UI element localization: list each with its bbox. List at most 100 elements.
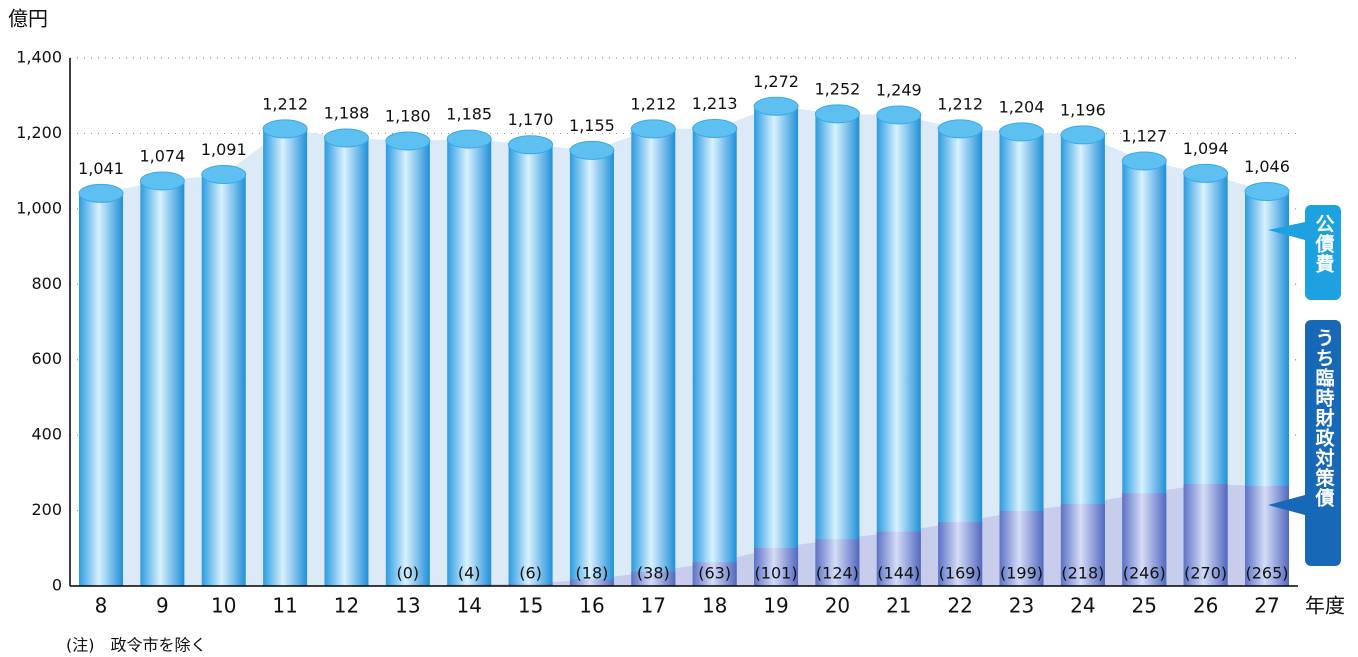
bar-top: [753, 96, 799, 116]
bar: [201, 174, 246, 586]
value-label: 1,180: [385, 106, 431, 125]
x-tick-label: 11: [272, 594, 297, 618]
sub-bar: [938, 522, 983, 586]
x-tick-label: 19: [763, 594, 788, 618]
bar: [999, 131, 1044, 587]
bar-top: [569, 140, 615, 160]
sub-value-label: (144): [877, 564, 920, 583]
value-label: 1,212: [630, 94, 676, 113]
value-label: 1,046: [1244, 157, 1290, 176]
sub-value-label: (38): [637, 564, 670, 583]
x-tick-label: 8: [95, 594, 108, 618]
bar: [938, 128, 983, 586]
value-label: 1,212: [262, 94, 308, 113]
bar-top: [323, 128, 369, 148]
bar: [324, 137, 369, 586]
sub-bar: [1183, 484, 1228, 586]
x-tick-label: 13: [395, 594, 420, 618]
plot: 0 200 400 600 800 1,000 1,200 1,400 1,041 8 1,074 9…: [16, 48, 1298, 618]
y-tick-label: 1,000: [16, 198, 62, 217]
value-label: 1,188: [324, 103, 370, 122]
sub-bar: [815, 539, 860, 586]
x-tick-label: 22: [947, 594, 972, 618]
x-tick-label: 14: [456, 594, 481, 618]
bar: [263, 128, 308, 586]
x-tick-label: 27: [1254, 594, 1279, 618]
x-tick-label: 20: [825, 594, 850, 618]
bar-top: [1121, 151, 1167, 171]
y-unit: 億円: [8, 7, 48, 31]
sub-bar: [631, 571, 676, 586]
bar-top: [139, 171, 185, 191]
y-tick-label: 0: [52, 576, 62, 595]
bar-top: [1244, 182, 1290, 202]
value-label: 1,272: [753, 72, 799, 91]
value-label: 1,170: [508, 110, 554, 129]
sub-bar: [508, 583, 553, 586]
bar: [79, 193, 123, 586]
legend-box: [1305, 205, 1341, 300]
y-tick-label: 600: [31, 349, 62, 368]
sub-value-label: (101): [755, 564, 798, 583]
sub-value-label: (63): [698, 564, 731, 583]
x-tick-label: 24: [1070, 594, 1095, 618]
bar-top: [201, 165, 247, 185]
sub-bar: [447, 584, 492, 586]
x-tick-label: 12: [334, 594, 359, 618]
legend: 公債費 うち臨時財政対策債: [1268, 205, 1341, 566]
sub-value-label: (124): [816, 564, 859, 583]
bar: [754, 106, 799, 586]
bar-top: [1060, 125, 1106, 145]
value-label: 1,041: [78, 159, 124, 178]
bar: [692, 128, 737, 587]
bar-top: [262, 119, 308, 139]
sub-value-label: (6): [519, 564, 542, 583]
sub-bar: [999, 510, 1044, 586]
bar: [385, 140, 430, 586]
bar-top: [1183, 163, 1229, 183]
sub-value-label: (18): [576, 564, 609, 583]
legend-label: うち臨時財政対策債: [1313, 328, 1336, 508]
legend-box: [1305, 320, 1341, 566]
bar-top: [446, 129, 492, 149]
sub-value-label: (0): [397, 564, 420, 583]
bar: [569, 150, 614, 586]
sub-value-label: (270): [1184, 564, 1227, 583]
value-label: 1,155: [569, 116, 615, 135]
x-tick-label: 25: [1132, 594, 1157, 618]
sub-value-label: (265): [1245, 564, 1288, 583]
bar: [447, 139, 492, 587]
bar-top: [937, 119, 983, 139]
sub-bar: [692, 562, 737, 586]
value-label: 1,127: [1121, 126, 1167, 145]
value-label: 1,091: [201, 140, 247, 159]
bar-top: [876, 105, 922, 125]
value-label: 1,252: [815, 79, 861, 98]
x-tick-label: 26: [1193, 594, 1218, 618]
sub-bar: [1122, 493, 1167, 586]
sub-bar: [569, 579, 614, 586]
bar: [631, 128, 676, 586]
bar-top: [814, 104, 860, 124]
value-label: 1,094: [1183, 139, 1229, 158]
y-tick-label: 1,400: [16, 48, 62, 67]
x-unit: 年度: [1305, 594, 1345, 618]
bar: [876, 114, 921, 586]
x-tick-label: 16: [579, 594, 604, 618]
bar-top: [630, 119, 676, 139]
legend-label: 公債費: [1313, 214, 1336, 274]
bar-top: [508, 135, 554, 155]
sub-bar: [1060, 503, 1105, 586]
sub-bar: [876, 531, 921, 586]
bar-top: [78, 183, 124, 203]
y-tick-label: 400: [31, 425, 62, 444]
bar-top: [385, 131, 431, 151]
x-tick-label: 9: [156, 594, 169, 618]
value-label: 1,196: [1060, 100, 1106, 119]
sub-value-label: (218): [1061, 564, 1104, 583]
note: (注) 政令市を除く: [66, 636, 207, 655]
x-tick-label: 17: [641, 594, 666, 618]
sub-value-label: (4): [458, 564, 481, 583]
y-tick-label: 800: [31, 274, 62, 293]
legend-pointer: [1268, 222, 1305, 240]
